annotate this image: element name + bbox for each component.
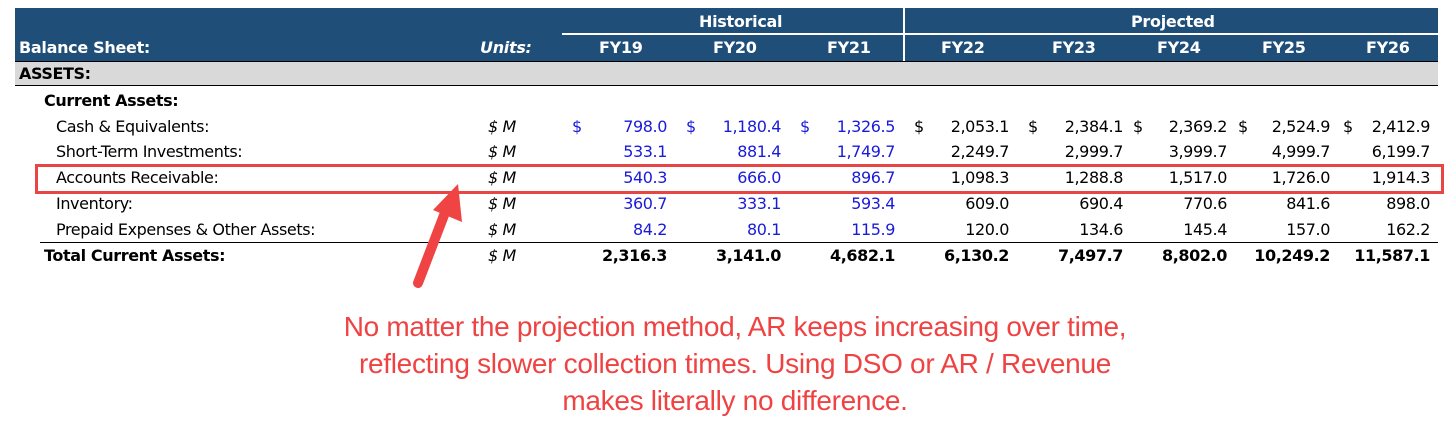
cell-fy20: 333.1 bbox=[737, 194, 781, 213]
cell-fy23: 690.4 bbox=[1079, 194, 1123, 213]
cell-fy23: 7,497.7 bbox=[1057, 246, 1123, 265]
cell-fy23: 2,384.1 bbox=[1064, 117, 1124, 136]
cell-fy24: 145.4 bbox=[1183, 220, 1227, 239]
cell-fy23: 2,999.7 bbox=[1064, 142, 1124, 161]
cell-fy24: 8,802.0 bbox=[1161, 246, 1227, 265]
section-assets-label: ASSETS: bbox=[19, 64, 91, 83]
cell-fy20: 3,141.0 bbox=[715, 246, 781, 265]
total-rule bbox=[40, 242, 1438, 243]
row-units: $ M bbox=[488, 194, 516, 213]
cell-fy25: 4,999.7 bbox=[1271, 142, 1331, 161]
cell-fy20: 80.1 bbox=[746, 220, 781, 239]
cell-fy19: 798.0 bbox=[623, 117, 667, 136]
currency-symbol: $ bbox=[1238, 117, 1248, 136]
highlight-box-accounts-receivable bbox=[35, 164, 1444, 194]
cell-fy21: 1,326.5 bbox=[836, 117, 896, 136]
row-label: Short-Term Investments: bbox=[56, 142, 243, 161]
cell-fy21: 896.7 bbox=[851, 168, 895, 187]
cell-fy19: 533.1 bbox=[623, 142, 667, 161]
row-units: $ M bbox=[488, 142, 516, 161]
units-header: Units: bbox=[480, 38, 532, 57]
cell-fy22: 2,249.7 bbox=[950, 142, 1010, 161]
currency-symbol: $ bbox=[800, 117, 810, 136]
col-header-fy25: FY25 bbox=[1262, 38, 1306, 57]
annotation-line-3: makes literally no difference. bbox=[562, 385, 908, 416]
row-units: $ M bbox=[488, 117, 516, 136]
cell-fy22: 120.0 bbox=[965, 220, 1009, 239]
cell-fy25: 157.0 bbox=[1286, 220, 1330, 239]
cell-fy19: 84.2 bbox=[632, 220, 667, 239]
sheet-title: Balance Sheet: bbox=[19, 38, 151, 57]
annotation-note: No matter the projection method, AR keep… bbox=[150, 308, 1320, 419]
cell-fy19: 2,316.3 bbox=[601, 246, 667, 265]
cell-fy22: 1,098.3 bbox=[950, 168, 1010, 187]
col-header-fy23: FY23 bbox=[1052, 38, 1096, 57]
cell-fy24: 2,369.2 bbox=[1168, 117, 1228, 136]
cell-fy26: 6,199.7 bbox=[1371, 142, 1431, 161]
col-header-fy26: FY26 bbox=[1366, 38, 1410, 57]
annotation-line-1: No matter the projection method, AR keep… bbox=[343, 311, 1127, 342]
col-header-fy24: FY24 bbox=[1157, 38, 1201, 57]
currency-symbol: $ bbox=[572, 117, 582, 136]
row-label: Prepaid Expenses & Other Assets: bbox=[56, 220, 316, 239]
cell-fy21: 4,682.1 bbox=[829, 246, 895, 265]
cell-fy20: 1,180.4 bbox=[722, 117, 782, 136]
col-header-fy22: FY22 bbox=[941, 38, 985, 57]
row-label: Accounts Receivable: bbox=[56, 168, 219, 187]
cell-fy26: 1,914.3 bbox=[1371, 168, 1431, 187]
cell-fy22: 6,130.2 bbox=[943, 246, 1009, 265]
historical-projected-divider bbox=[903, 8, 905, 61]
row-units: $ M bbox=[488, 246, 516, 265]
cell-fy21: 115.9 bbox=[851, 220, 895, 239]
currency-symbol: $ bbox=[1343, 117, 1353, 136]
cell-fy20: 666.0 bbox=[737, 168, 781, 187]
cell-fy25: 10,249.2 bbox=[1254, 246, 1330, 265]
cell-fy25: 1,726.0 bbox=[1271, 168, 1331, 187]
row-label: Total Current Assets: bbox=[44, 246, 226, 265]
row-label: Inventory: bbox=[56, 194, 133, 213]
row-label: Cash & Equivalents: bbox=[56, 117, 210, 136]
cell-fy24: 1,517.0 bbox=[1168, 168, 1228, 187]
currency-symbol: $ bbox=[1133, 117, 1143, 136]
currency-symbol: $ bbox=[914, 117, 924, 136]
cell-fy26: 2,412.9 bbox=[1371, 117, 1431, 136]
cell-fy19: 360.7 bbox=[623, 194, 667, 213]
annotation-line-2: reflecting slower collection times. Usin… bbox=[358, 348, 1111, 379]
cell-fy24: 3,999.7 bbox=[1168, 142, 1228, 161]
cell-fy25: 2,524.9 bbox=[1271, 117, 1331, 136]
cell-fy21: 593.4 bbox=[851, 194, 895, 213]
cell-fy26: 898.0 bbox=[1386, 194, 1430, 213]
header-group-divider bbox=[562, 33, 1438, 35]
currency-symbol: $ bbox=[1028, 117, 1038, 136]
cell-fy25: 841.6 bbox=[1286, 194, 1330, 213]
col-header-fy20: FY20 bbox=[713, 38, 757, 57]
section-band bbox=[15, 61, 1438, 86]
subsection-current-assets: Current Assets: bbox=[44, 91, 179, 110]
cell-fy23: 1,288.8 bbox=[1064, 168, 1124, 187]
cell-fy23: 134.6 bbox=[1079, 220, 1123, 239]
cell-fy21: 1,749.7 bbox=[836, 142, 896, 161]
row-units: $ M bbox=[488, 220, 516, 239]
cell-fy22: 609.0 bbox=[965, 194, 1009, 213]
col-header-fy21: FY21 bbox=[827, 38, 871, 57]
cell-fy22: 2,053.1 bbox=[950, 117, 1010, 136]
group-historical: Historical bbox=[699, 12, 783, 31]
cell-fy20: 881.4 bbox=[737, 142, 781, 161]
row-units: $ M bbox=[488, 168, 516, 187]
col-header-fy19: FY19 bbox=[599, 38, 643, 57]
group-projected: Projected bbox=[1131, 12, 1215, 31]
cell-fy24: 770.6 bbox=[1183, 194, 1227, 213]
currency-symbol: $ bbox=[686, 117, 696, 136]
cell-fy26: 162.2 bbox=[1386, 220, 1430, 239]
cell-fy19: 540.3 bbox=[623, 168, 667, 187]
cell-fy26: 11,587.1 bbox=[1354, 246, 1430, 265]
